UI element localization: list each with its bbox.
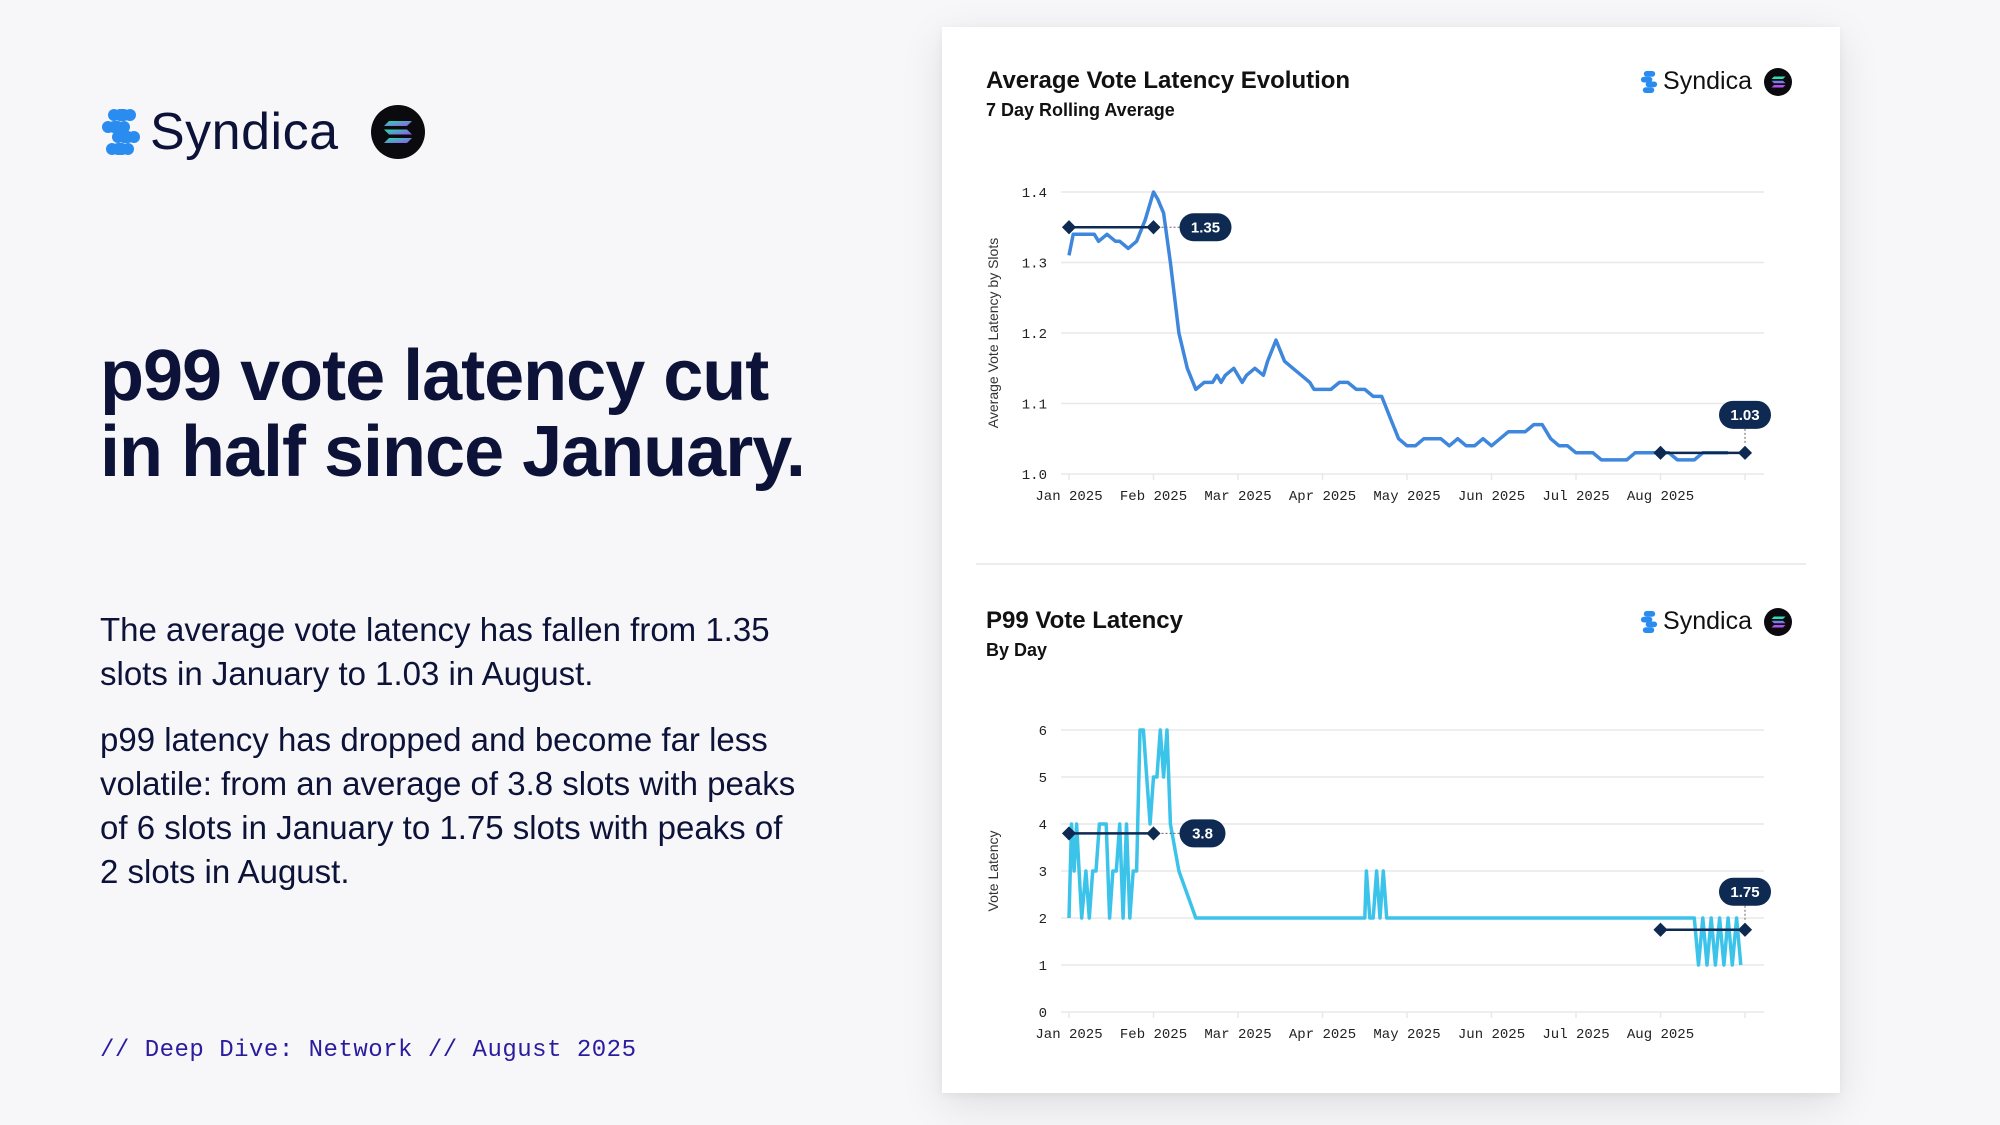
annotation-label: 1.35 bbox=[1191, 219, 1220, 236]
x-tick-label: May 2025 bbox=[1373, 1027, 1440, 1043]
x-tick-label: Aug 2025 bbox=[1627, 1027, 1694, 1043]
x-tick-label: Jan 2025 bbox=[1035, 1027, 1102, 1043]
y-tick-label: 1.4 bbox=[1022, 186, 1047, 202]
annotation-marker bbox=[1653, 922, 1668, 937]
y-tick-label: 2 bbox=[1039, 912, 1047, 928]
annotation-pill bbox=[1179, 819, 1226, 848]
x-tick-label: Feb 2025 bbox=[1120, 1027, 1187, 1043]
chart-brand-average: Syndica bbox=[1639, 67, 1792, 96]
syndica-logo-icon bbox=[102, 109, 140, 155]
chart-divider bbox=[976, 563, 1806, 565]
chart-title-average: Average Vote Latency Evolution bbox=[986, 67, 1351, 94]
x-tick-label: Jun 2025 bbox=[1458, 489, 1525, 505]
x-tick-label: Jul 2025 bbox=[1542, 1027, 1609, 1043]
y-tick-label: 1 bbox=[1039, 959, 1047, 975]
annotation-pill bbox=[1179, 213, 1232, 242]
solana-logo-icon bbox=[1764, 607, 1792, 636]
y-tick-label: 1.2 bbox=[1022, 327, 1047, 343]
x-tick-label: Jun 2025 bbox=[1458, 1027, 1525, 1043]
charts-card: Average Vote Latency Evolution 7 Day Rol… bbox=[942, 27, 1840, 1093]
y-tick-label: 3 bbox=[1039, 865, 1047, 881]
annotation-marker bbox=[1146, 220, 1161, 235]
footer-caption: // Deep Dive: Network // August 2025 bbox=[100, 1037, 637, 1064]
annotation-pill bbox=[1719, 877, 1771, 906]
annotation-marker bbox=[1737, 445, 1753, 460]
x-tick-label: Mar 2025 bbox=[1204, 489, 1271, 505]
y-tick-label: 1.3 bbox=[1022, 257, 1047, 273]
annotation-marker bbox=[1737, 922, 1753, 937]
annotation-marker bbox=[1653, 445, 1668, 460]
x-tick-label: Apr 2025 bbox=[1289, 489, 1356, 505]
x-tick-label: Jul 2025 bbox=[1542, 489, 1609, 505]
annotation-label: 1.75 bbox=[1730, 884, 1759, 901]
y-tick-label: 1.1 bbox=[1022, 398, 1047, 414]
y-tick-label: 6 bbox=[1039, 724, 1047, 740]
left-panel: Syndica p99 vote latency cut in half sin… bbox=[100, 0, 860, 1125]
annotation-marker bbox=[1061, 220, 1077, 235]
annotation-label: 1.03 bbox=[1730, 407, 1759, 424]
x-tick-label: Feb 2025 bbox=[1120, 489, 1187, 505]
y-axis-label: Average Vote Latency by Slots bbox=[985, 238, 1001, 428]
x-tick-label: Apr 2025 bbox=[1289, 1027, 1356, 1043]
summary-paragraph-average: The average vote latency has fallen from… bbox=[100, 611, 770, 692]
average-latency-chart: 1.0 1.1 1.2 1.3 1.4 Jan 2025 Feb 2025 Mar 2025 A… bbox=[985, 186, 1771, 505]
annotation-marker bbox=[1146, 826, 1161, 841]
y-tick-label: 1.0 bbox=[1022, 468, 1047, 484]
summary-paragraph-p99: p99 latency has dropped and become far l… bbox=[100, 721, 796, 890]
chart-subtitle-average: 7 Day Rolling Average bbox=[986, 100, 1175, 120]
annotation-marker bbox=[1061, 826, 1077, 841]
solana-logo-icon bbox=[1764, 67, 1792, 96]
chart-brand-name: Syndica bbox=[1663, 607, 1752, 635]
x-tick-label: May 2025 bbox=[1373, 489, 1440, 505]
chart-title-p99: P99 Vote Latency bbox=[986, 607, 1183, 634]
x-tick-label: Jan 2025 bbox=[1035, 489, 1102, 505]
page-headline: p99 vote latency cut in half since Janua… bbox=[100, 336, 806, 492]
annotation-label: 3.8 bbox=[1192, 825, 1213, 842]
solana-logo-icon bbox=[370, 105, 425, 159]
syndica-logo-icon bbox=[1640, 610, 1658, 633]
syndica-logo-icon bbox=[1640, 70, 1658, 93]
chart-subtitle-p99: By Day bbox=[986, 640, 1048, 660]
brand-header: Syndica bbox=[100, 102, 425, 162]
x-tick-label: Aug 2025 bbox=[1627, 489, 1694, 505]
series-line bbox=[1067, 728, 1743, 967]
y-tick-label: 4 bbox=[1039, 818, 1047, 834]
y-axis-label: Vote Latency bbox=[985, 831, 1001, 912]
x-tick-label: Mar 2025 bbox=[1204, 1027, 1271, 1043]
y-tick-label: 0 bbox=[1039, 1006, 1047, 1022]
brand-name: Syndica bbox=[150, 103, 339, 161]
chart-brand-name: Syndica bbox=[1663, 67, 1752, 95]
p99-latency-chart: 0 1 2 3 4 5 6 Jan 2025 Feb 2025 Mar 2025 Apr 2025 M… bbox=[985, 724, 1771, 1043]
series-line bbox=[1067, 190, 1729, 462]
y-tick-label: 5 bbox=[1039, 771, 1047, 787]
chart-brand-p99: Syndica bbox=[1639, 607, 1792, 636]
annotation-pill bbox=[1719, 400, 1771, 429]
